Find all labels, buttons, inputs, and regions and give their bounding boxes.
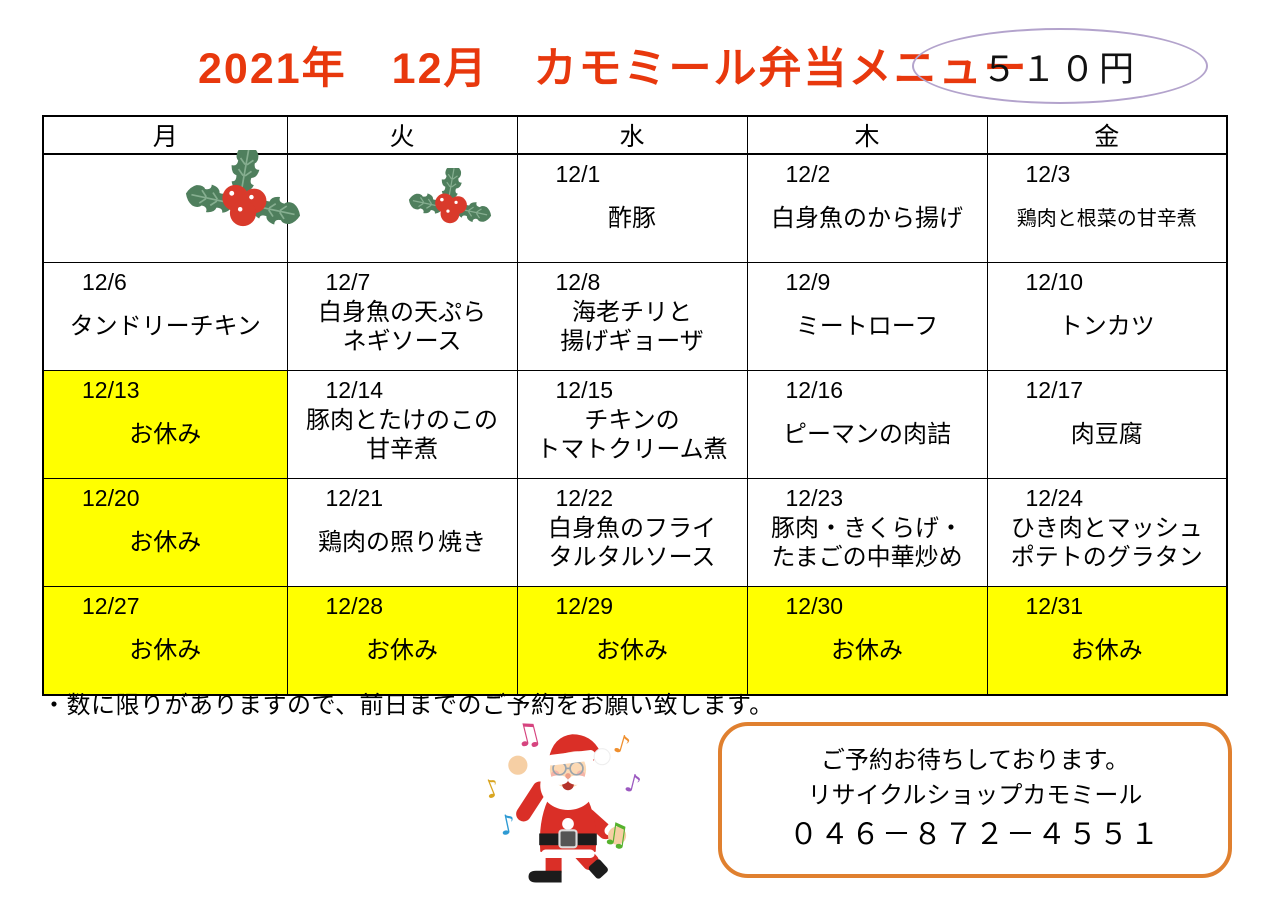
cell-date: 12/23 [785, 485, 844, 511]
cell-date: 12/17 [1025, 377, 1084, 403]
cell-date: 12/10 [1025, 269, 1084, 295]
calendar-cell-12-22: 12/22 白身魚のフライ タルタルソース [516, 478, 748, 587]
cell-date: 12/1 [555, 161, 601, 187]
calendar-cell-12-14: 12/14 豚肉とたけのこの 甘辛煮 [286, 370, 518, 479]
weekday-header: 水 [516, 115, 748, 155]
cell-date: 12/31 [1025, 593, 1084, 619]
cell-menu: 鶏肉の照り焼き [318, 529, 486, 557]
weekday-header: 火 [286, 115, 518, 155]
cell-date: 12/15 [555, 377, 614, 403]
cell-date: 12/29 [555, 593, 614, 619]
cell-menu: お休み [366, 637, 438, 665]
calendar-cell-12-2: 12/2 白身魚のから揚げ [746, 153, 988, 263]
calendar-cell-12-3: 12/3 鶏肉と根菜の甘辛煮 [986, 153, 1228, 263]
cell-menu: お休み [129, 637, 202, 665]
music-note-icon: ♫ [509, 714, 546, 756]
santa-decoration: ♫ ♪ ♪ ♪ ♪ ♫ [462, 714, 677, 904]
cell-menu: お休み [129, 421, 202, 449]
calendar-cell-12-17: 12/17 肉豆腐 [986, 370, 1228, 479]
price-badge: ５１０円 [912, 28, 1208, 104]
cell-date: 12/27 [82, 593, 140, 619]
cell-date: 12/24 [1025, 485, 1084, 511]
calendar-cell-12-15: 12/15 チキンの トマトクリーム煮 [516, 370, 748, 479]
holly-icon [182, 150, 304, 231]
weekday-header: 金 [986, 115, 1228, 155]
cell-date: 12/30 [785, 593, 844, 619]
cell-date: 12/8 [555, 269, 601, 295]
calendar-cell-12-16: 12/16 ピーマンの肉詰 [746, 370, 988, 479]
cell-menu: お休み [596, 637, 668, 665]
cell-menu: 白身魚のから揚げ [771, 205, 963, 233]
calendar-cell-12-29: 12/29 お休み [516, 586, 748, 696]
cell-date: 12/6 [82, 269, 127, 295]
cell-menu: お休み [129, 529, 202, 557]
cell-date: 12/16 [785, 377, 844, 403]
weekday-header-row: 月火水木金 [42, 115, 1228, 155]
cell-date: 12/9 [785, 269, 831, 295]
cell-menu: 豚肉・きくらげ・ たまごの中華炒め [771, 515, 963, 571]
cell-menu: ひき肉とマッシュ ポテトのグラタン [1010, 515, 1203, 571]
contact-shop-name: リサイクルショップカモミール [807, 781, 1143, 809]
cell-menu: 鶏肉と根菜の甘辛煮 [1016, 207, 1197, 230]
calendar-week-row: 12/13 お休み 12/14 豚肉とたけのこの 甘辛煮 12/15 チキンの トマトクリ… [42, 370, 1228, 479]
calendar-cell-12-30: 12/30 お休み [746, 586, 988, 696]
weekday-header: 木 [746, 115, 988, 155]
cell-date: 12/3 [1025, 161, 1071, 187]
cell-menu: 海老チリと 揚げギョーザ [560, 299, 704, 355]
contact-phone: ０４６－８７２－４５５１ [788, 818, 1161, 851]
cell-menu: 豚肉とたけのこの 甘辛煮 [306, 407, 498, 463]
cell-menu: ミートローフ [795, 313, 939, 341]
calendar-cell-12-28: 12/28 お休み [286, 586, 518, 696]
cell-menu: お休み [1070, 637, 1143, 665]
cell-menu: トンカツ [1058, 313, 1155, 341]
calendar-cell-12-1: 12/1 酢豚 [516, 153, 748, 263]
cell-menu: タンドリーチキン [69, 313, 261, 341]
calendar-week-row: 12/6 タンドリーチキン 12/7 白身魚の天ぷら ネギソース 12/8 海老チリと 揚… [42, 262, 1228, 371]
calendar-week-row: 12/20 お休み 12/21 鶏肉の照り焼き 12/22 白身魚のフライ タルタルソース… [42, 478, 1228, 587]
music-note-icon: ♪ [479, 772, 505, 805]
cell-menu: 酢豚 [608, 205, 656, 233]
calendar-cell-12-13: 12/13 お休み [42, 370, 288, 479]
calendar-cell-12-9: 12/9 ミートローフ [746, 262, 988, 371]
weekday-header: 月 [42, 115, 288, 155]
reservation-note: ・数に限りがありますので、前日までのご予約をお願い致します。 [42, 692, 774, 719]
calendar-cell-12-8: 12/8 海老チリと 揚げギョーザ [516, 262, 748, 371]
contact-line1: ご予約お待ちしております。 [820, 747, 1130, 775]
cell-menu: 白身魚のフライ タルタルソース [548, 515, 716, 571]
cell-date: 12/22 [555, 485, 614, 511]
contact-box: ご予約お待ちしております。 リサイクルショップカモミール ０４６－８７２－４５５… [718, 722, 1232, 878]
menu-calendar-table: 月火水木金 12/1 酢豚 12/2 白身魚のから揚げ 12/3 鶏肉と根菜の甘辛煮 12/… [42, 115, 1228, 696]
calendar-cell-12-24: 12/24 ひき肉とマッシュ ポテトのグラタン [986, 478, 1228, 587]
cell-date: 12/14 [325, 377, 384, 403]
dancing-santa-icon [508, 734, 627, 883]
calendar-cell-12-23: 12/23 豚肉・きくらげ・ たまごの中華炒め [746, 478, 988, 587]
cell-date: 12/20 [82, 485, 140, 511]
calendar-week-row: 12/27 お休み 12/28 お休み 12/29 お休み 12/30 お休み 12/31 お休み [42, 586, 1228, 696]
music-note-icon: ♫ [599, 815, 633, 855]
calendar-cell-12-31: 12/31 お休み [986, 586, 1228, 696]
cell-menu: チキンの トマトクリーム煮 [536, 407, 728, 463]
price-badge-label: ５１０円 [981, 49, 1138, 89]
cell-menu: ピーマンの肉詰 [783, 421, 951, 449]
calendar-cell-12-6: 12/6 タンドリーチキン [42, 262, 288, 371]
cell-menu: 白身魚の天ぷら ネギソース [318, 299, 486, 355]
cell-date: 12/13 [82, 377, 140, 403]
cell-date: 12/28 [325, 593, 384, 619]
cell-menu: 肉豆腐 [1070, 421, 1143, 449]
holly-icon [406, 168, 494, 227]
calendar-cell-12-21: 12/21 鶏肉の照り焼き [286, 478, 518, 587]
cell-date: 12/21 [325, 485, 384, 511]
calendar-cell-12-20: 12/20 お休み [42, 478, 288, 587]
calendar-cell-12-10: 12/10 トンカツ [986, 262, 1228, 371]
calendar-cell-12-27: 12/27 お休み [42, 586, 288, 696]
cell-menu: お休み [831, 637, 903, 665]
cell-date: 12/2 [785, 161, 831, 187]
cell-date [288, 155, 517, 162]
page-title: 2021年 12月 カモミール弁当メニュー [198, 45, 1029, 93]
cell-date: 12/7 [325, 269, 371, 295]
calendar-cell-12-7: 12/7 白身魚の天ぷら ネギソース [286, 262, 518, 371]
